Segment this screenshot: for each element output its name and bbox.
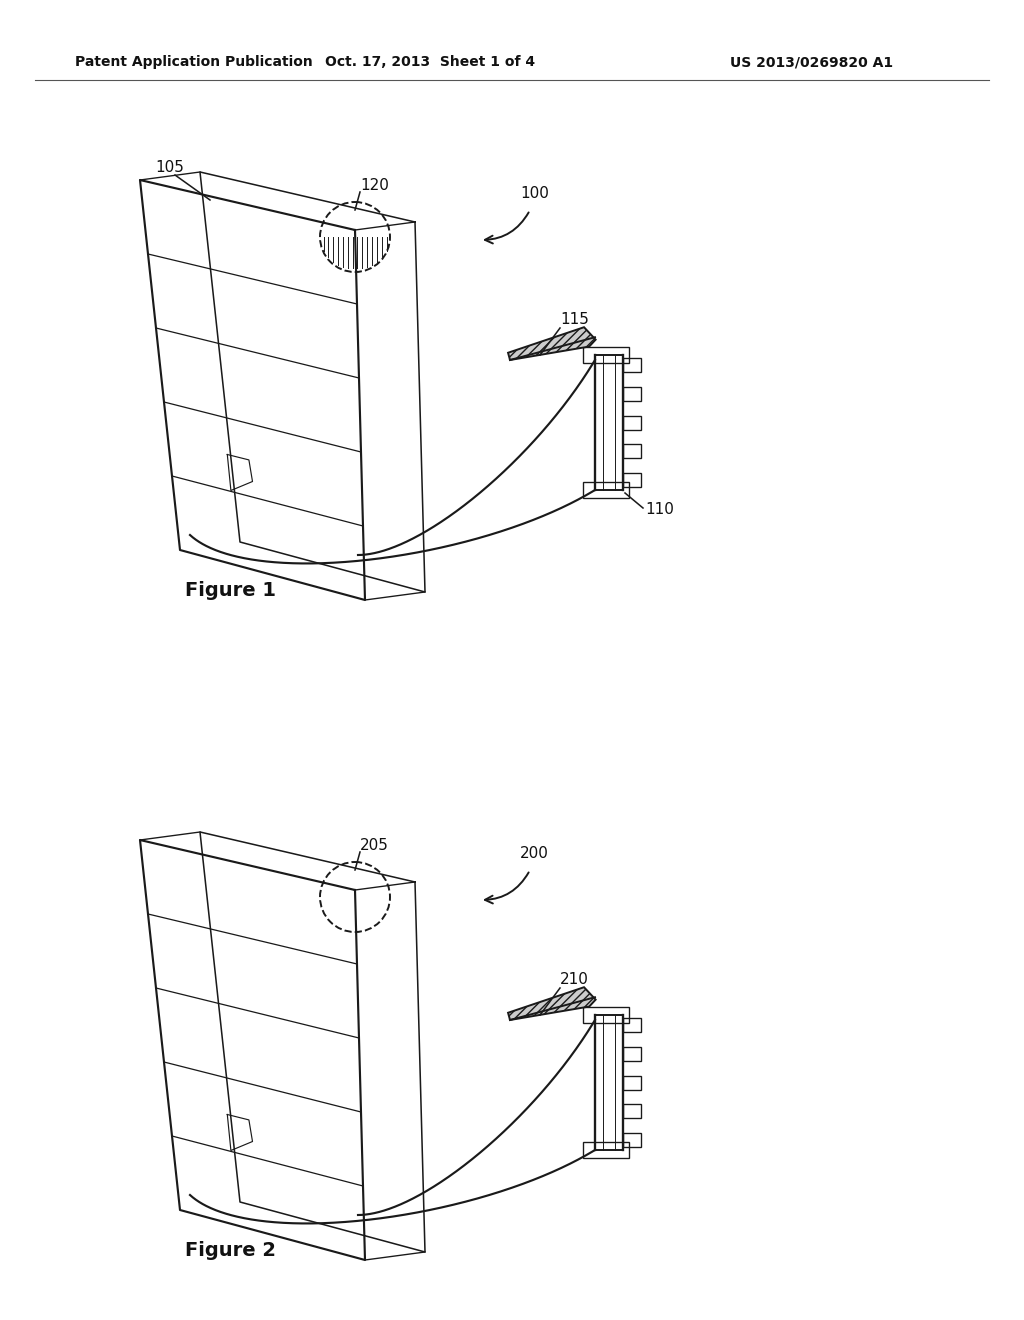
Text: US 2013/0269820 A1: US 2013/0269820 A1 xyxy=(730,55,893,69)
Text: 100: 100 xyxy=(520,186,549,201)
Bar xyxy=(623,416,641,429)
Text: 120: 120 xyxy=(360,177,389,193)
Bar xyxy=(623,387,641,401)
Circle shape xyxy=(319,862,390,932)
Bar xyxy=(623,1018,641,1032)
Text: 115: 115 xyxy=(560,313,589,327)
Text: 205: 205 xyxy=(360,837,389,853)
Bar xyxy=(623,358,641,372)
Bar xyxy=(623,1105,641,1118)
Circle shape xyxy=(319,202,390,272)
Text: Figure 1: Figure 1 xyxy=(185,581,276,599)
Bar xyxy=(623,1047,641,1061)
Bar xyxy=(623,473,641,487)
Bar xyxy=(583,482,629,498)
Text: Figure 2: Figure 2 xyxy=(185,1241,276,1259)
Bar xyxy=(623,1133,641,1147)
Text: Oct. 17, 2013  Sheet 1 of 4: Oct. 17, 2013 Sheet 1 of 4 xyxy=(325,55,536,69)
Bar xyxy=(583,1007,629,1023)
Polygon shape xyxy=(508,327,596,360)
Polygon shape xyxy=(508,987,596,1020)
Text: 210: 210 xyxy=(560,973,589,987)
Bar xyxy=(623,445,641,458)
Bar xyxy=(623,1076,641,1089)
Text: 110: 110 xyxy=(645,503,674,517)
Text: 105: 105 xyxy=(155,161,184,176)
Text: Patent Application Publication: Patent Application Publication xyxy=(75,55,312,69)
Text: 200: 200 xyxy=(520,846,549,861)
Bar xyxy=(583,1142,629,1158)
Bar xyxy=(583,347,629,363)
